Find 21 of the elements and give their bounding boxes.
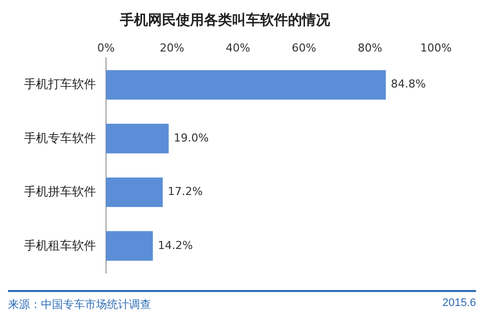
y-tick-label: 手机打车软件 xyxy=(24,77,96,92)
bar xyxy=(106,124,169,154)
bar xyxy=(106,177,163,208)
x-tick-label: 80% xyxy=(358,41,382,54)
bar xyxy=(106,70,386,100)
data-label: 19.0% xyxy=(174,131,209,144)
x-tick-label: 100% xyxy=(420,41,452,54)
y-tick-label: 手机租车软件 xyxy=(24,238,96,252)
x-tick-label: 60% xyxy=(292,41,316,54)
data-label: 84.8% xyxy=(390,78,426,91)
chart-title: 手机网民使用各类叫车软件的情况 xyxy=(119,11,331,28)
y-tick-label: 手机拼车软件 xyxy=(24,184,96,199)
bar xyxy=(106,231,153,261)
data-label: 17.2% xyxy=(168,185,203,198)
source-note: 来源：中国专车市场统计调查 xyxy=(8,298,151,312)
x-tick-label: 20% xyxy=(160,41,184,54)
text: 2015.6 xyxy=(442,297,476,311)
x-tick-label: 0% xyxy=(97,41,115,54)
y-tick-label: 手机专车软件 xyxy=(24,130,96,145)
data-label: 14.2% xyxy=(158,238,193,252)
x-tick-label: 40% xyxy=(226,41,250,54)
